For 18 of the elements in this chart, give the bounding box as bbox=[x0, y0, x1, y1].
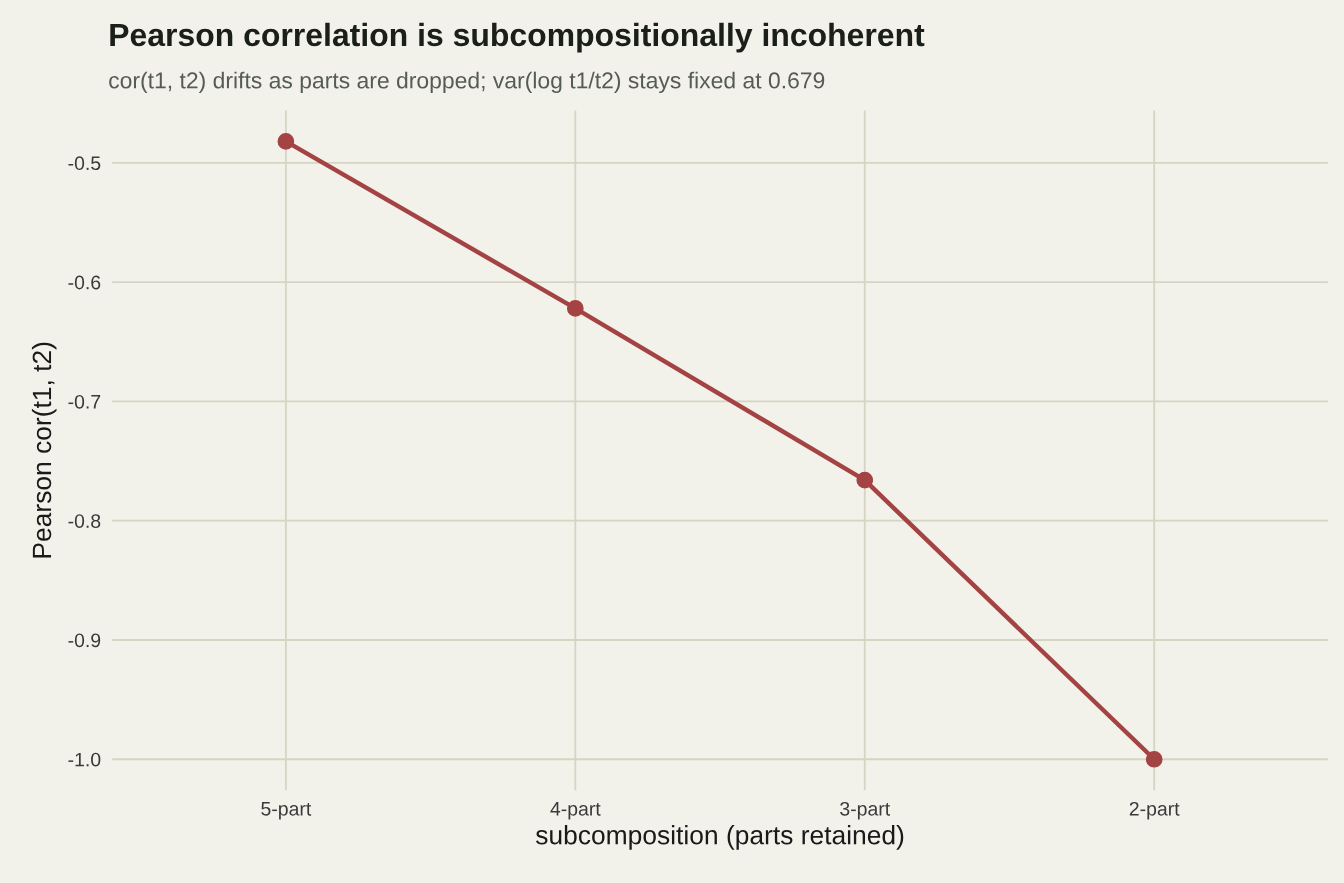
point bbox=[566, 300, 584, 317]
y-tick-label: -0.9 bbox=[68, 633, 101, 648]
point bbox=[277, 133, 295, 150]
y-tick-label: -0.6 bbox=[68, 275, 101, 290]
y-tick-label: -1.0 bbox=[68, 752, 101, 767]
y-tick-label: -0.5 bbox=[68, 156, 101, 171]
chart-title: Pearson correlation is subcompositionally incoherent bbox=[110, 22, 925, 53]
y-tick-label: -0.7 bbox=[68, 394, 101, 409]
x-axis-title: subcomposition (parts retained) bbox=[535, 825, 904, 850]
y-tick-label: -0.8 bbox=[68, 514, 101, 528]
x-tick-label: 2-part bbox=[1129, 801, 1180, 820]
x-tick-label: 3-part bbox=[840, 801, 891, 820]
point bbox=[1145, 750, 1163, 768]
chart-subtitle: cor(t1, t2) drifts as parts are dropped; var(log t1/t2) stays fixed at 0.679 bbox=[109, 71, 825, 94]
x-tick-label: 5-part bbox=[261, 802, 312, 820]
x-tick-label: 4-part bbox=[550, 802, 601, 820]
y-axis-title: Pearson cor(t1, t2) bbox=[31, 342, 57, 558]
point bbox=[856, 471, 874, 489]
